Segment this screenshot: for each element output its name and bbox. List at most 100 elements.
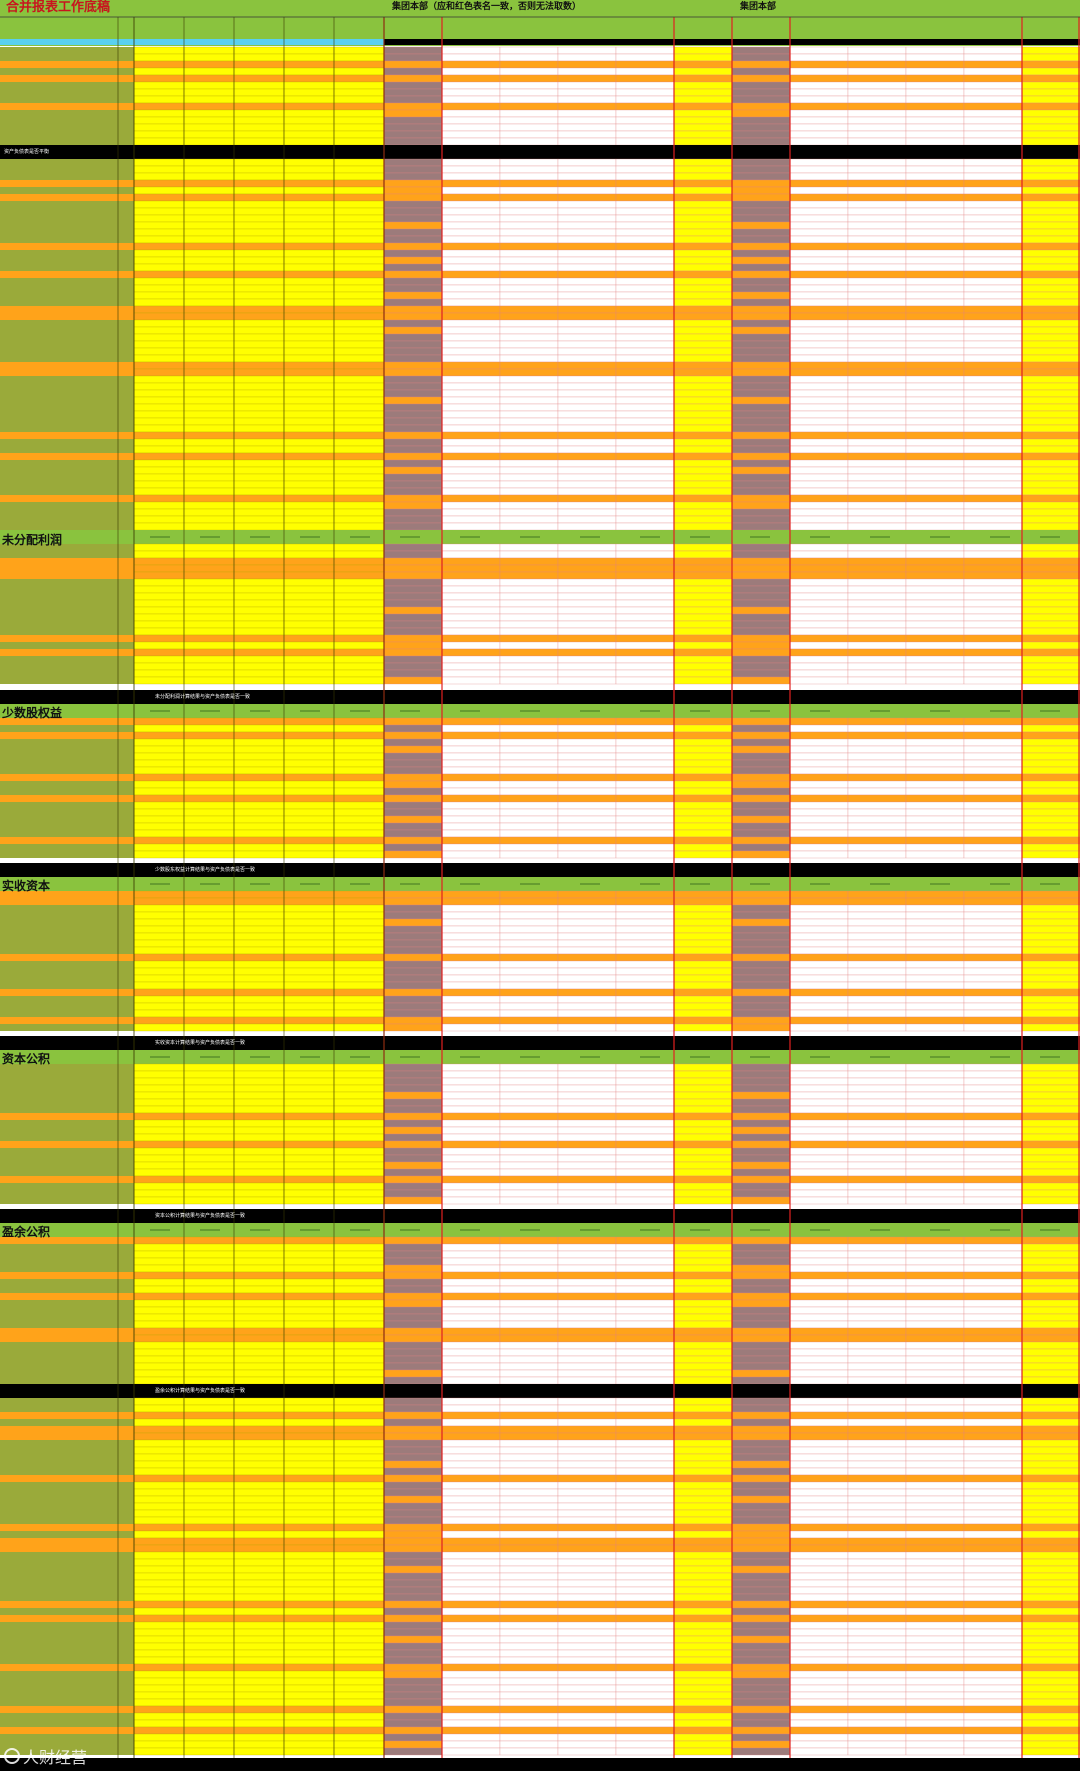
row-label-cell bbox=[0, 1706, 118, 1713]
consolidated-cell bbox=[283, 466, 335, 475]
row-seq-cell bbox=[118, 54, 134, 61]
group-cell bbox=[1021, 1439, 1080, 1448]
group-cell bbox=[905, 585, 965, 594]
consolidated-cell bbox=[333, 620, 385, 629]
group-cell bbox=[615, 550, 675, 559]
group-cell bbox=[789, 850, 849, 859]
group-cell bbox=[499, 200, 559, 209]
group-cell bbox=[499, 88, 559, 97]
group-cell bbox=[441, 599, 501, 608]
group-cell bbox=[905, 1084, 965, 1093]
group-cell bbox=[905, 1278, 965, 1287]
group-cell bbox=[905, 235, 965, 244]
consolidated-cell bbox=[133, 1313, 185, 1322]
consolidated-cell bbox=[283, 1551, 335, 1560]
group-cell bbox=[383, 1236, 443, 1245]
row-label-cell bbox=[0, 1748, 118, 1755]
group-cell bbox=[441, 808, 501, 817]
group-cell bbox=[557, 1733, 617, 1742]
group-cell bbox=[905, 1635, 965, 1644]
group-cell bbox=[557, 1572, 617, 1581]
group-cell bbox=[673, 960, 733, 969]
consolidated-cell bbox=[133, 1418, 185, 1427]
row-label-cell bbox=[0, 1258, 118, 1265]
group-cell bbox=[557, 1023, 617, 1032]
group-cell bbox=[383, 801, 443, 810]
consolidated-cell bbox=[283, 613, 335, 622]
group-cell bbox=[731, 1516, 791, 1525]
consolidated-cell bbox=[233, 634, 285, 643]
group-cell bbox=[615, 1705, 675, 1714]
consolidated-cell bbox=[333, 932, 385, 941]
group-cell bbox=[499, 1418, 559, 1427]
group-cell bbox=[615, 221, 675, 230]
consolidated-cell bbox=[283, 116, 335, 125]
group-cell bbox=[383, 1292, 443, 1301]
group-cell bbox=[499, 1327, 559, 1336]
group-cell bbox=[905, 487, 965, 496]
group-cell bbox=[383, 1334, 443, 1343]
group-cell bbox=[905, 354, 965, 363]
consolidated-cell bbox=[233, 988, 285, 997]
consolidated-cell bbox=[233, 417, 285, 426]
group-cell bbox=[557, 179, 617, 188]
group-cell bbox=[905, 1649, 965, 1658]
consolidated-cell bbox=[333, 1411, 385, 1420]
consolidated-cell bbox=[233, 1593, 285, 1602]
group-cell bbox=[383, 445, 443, 454]
row-seq-cell bbox=[118, 453, 134, 460]
group-cell bbox=[615, 67, 675, 76]
group-cell bbox=[963, 480, 1023, 489]
consolidated-cell bbox=[183, 186, 235, 195]
group-cell bbox=[499, 904, 559, 913]
row-label-cell bbox=[0, 82, 118, 89]
group-cell bbox=[615, 459, 675, 468]
consolidated-cell bbox=[133, 172, 185, 181]
row-seq-cell bbox=[118, 369, 134, 376]
group-cell bbox=[789, 1509, 849, 1518]
group-cell bbox=[847, 1189, 907, 1198]
group-cell bbox=[557, 1411, 617, 1420]
group-cell bbox=[499, 1481, 559, 1490]
consolidated-cell bbox=[183, 130, 235, 139]
consolidated-cell bbox=[133, 1460, 185, 1469]
group-cell bbox=[789, 655, 849, 664]
consolidated-cell bbox=[233, 508, 285, 517]
group-cell bbox=[789, 1684, 849, 1693]
group-cell bbox=[847, 95, 907, 104]
consolidated-cell bbox=[233, 648, 285, 657]
group-cell bbox=[963, 1404, 1023, 1413]
group-cell bbox=[847, 745, 907, 754]
group-cell bbox=[731, 717, 791, 726]
group-cell bbox=[905, 340, 965, 349]
group-cell bbox=[673, 571, 733, 580]
consolidated-cell bbox=[133, 424, 185, 433]
group-cell bbox=[1021, 1278, 1080, 1287]
group-cell bbox=[499, 305, 559, 314]
group-cell bbox=[441, 1656, 501, 1665]
group-cell bbox=[557, 46, 617, 55]
group-cell bbox=[615, 1147, 675, 1156]
consolidated-cell bbox=[183, 1502, 235, 1511]
consolidated-cell bbox=[233, 1189, 285, 1198]
group-cell bbox=[499, 550, 559, 559]
group-cell bbox=[441, 1579, 501, 1588]
group-cell bbox=[673, 981, 733, 990]
consolidated-cell bbox=[133, 780, 185, 789]
group-cell bbox=[1021, 1635, 1080, 1644]
group-cell bbox=[963, 974, 1023, 983]
group-cell bbox=[499, 1257, 559, 1266]
group-cell bbox=[383, 46, 443, 55]
group-cell bbox=[673, 340, 733, 349]
consolidated-cell bbox=[133, 662, 185, 671]
group-cell bbox=[557, 1070, 617, 1079]
group-cell bbox=[847, 1593, 907, 1602]
consolidated-cell bbox=[233, 1502, 285, 1511]
group-cell bbox=[963, 1565, 1023, 1574]
consolidated-cell bbox=[233, 1264, 285, 1273]
group-cell bbox=[383, 1140, 443, 1149]
group-cell bbox=[1021, 564, 1080, 573]
group-cell bbox=[847, 1691, 907, 1700]
row-label-cell bbox=[0, 1573, 118, 1580]
group-cell bbox=[441, 67, 501, 76]
